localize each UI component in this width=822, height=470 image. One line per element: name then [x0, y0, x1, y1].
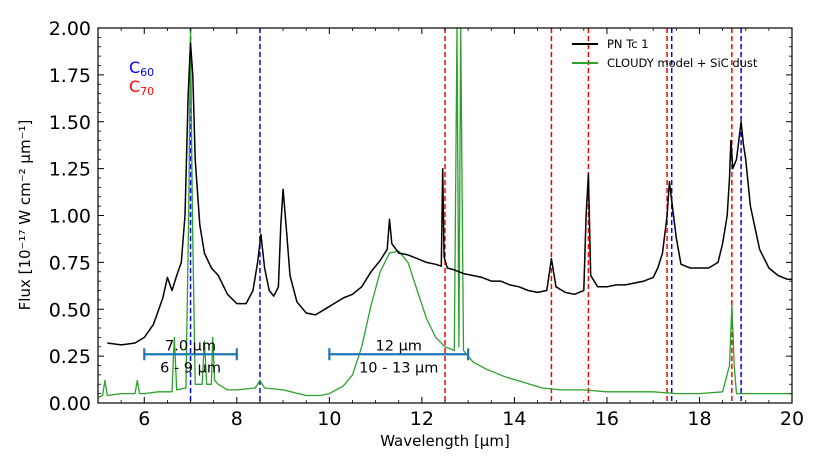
x-tick-label-2: 10	[317, 408, 341, 430]
bracket-1: 12 μm 10 - 13 μm	[328, 338, 470, 376]
x-tick-label-5: 16	[595, 408, 619, 430]
x-axis-label: Wavelength [μm]	[380, 432, 510, 450]
y-tick-label-3: 0.75	[49, 252, 91, 274]
bracket-label-bottom-1: 10 - 13 μm	[359, 360, 438, 376]
y-tick-label-5: 1.25	[49, 159, 91, 181]
bracket-label-bottom-0: 6 - 9 μm	[160, 360, 221, 376]
y-tick-label-6: 1.50	[49, 112, 91, 134]
molecule-legend: C60 C70	[129, 58, 154, 98]
x-tick-label-7: 20	[780, 408, 804, 430]
series-pn-tc1-line	[107, 42, 792, 346]
y-tick-label-0: 0.00	[49, 393, 91, 415]
y-tick-label-4: 1.00	[49, 206, 91, 228]
bracket-0: 7.0 μm 6 - 9 μm	[143, 338, 238, 376]
legend-label-cloudy: CLOUDY model + SiC dust	[607, 56, 758, 70]
x-tick-label-6: 18	[687, 408, 711, 430]
y-axis-label: Flux [10⁻¹⁷ W cm⁻² μm⁻¹]	[16, 120, 34, 311]
x-tick-label-1: 8	[231, 408, 243, 430]
y-tick-label-8: 2.00	[49, 18, 91, 40]
x-tick-label-4: 14	[502, 408, 526, 430]
plot-area: 7.0 μm 6 - 9 μm 12 μm 10 - 13 μm	[98, 28, 792, 403]
c60-label: C60	[129, 58, 154, 79]
y-tick-label-2: 0.50	[49, 299, 91, 321]
y-tick-label-7: 1.75	[49, 65, 91, 87]
bracket-label-top-0: 7.0 μm	[165, 338, 216, 354]
axes: 0.00 0.25 0.50 0.75 1.00 1.25 1.50 1.75 2.00 6 8 10…	[49, 18, 804, 430]
series-legend: PN Tc 1 CLOUDY model + SiC dust	[572, 37, 758, 70]
c70-label: C70	[129, 77, 154, 98]
bracket-label-top-1: 12 μm	[376, 338, 422, 354]
y-tick-label-1: 0.25	[49, 346, 91, 368]
series-cloudy-line	[98, 28, 792, 399]
legend-label-pn-tc1: PN Tc 1	[607, 37, 649, 51]
x-tick-label-0: 6	[138, 408, 150, 430]
x-tick-label-3: 12	[410, 408, 434, 430]
